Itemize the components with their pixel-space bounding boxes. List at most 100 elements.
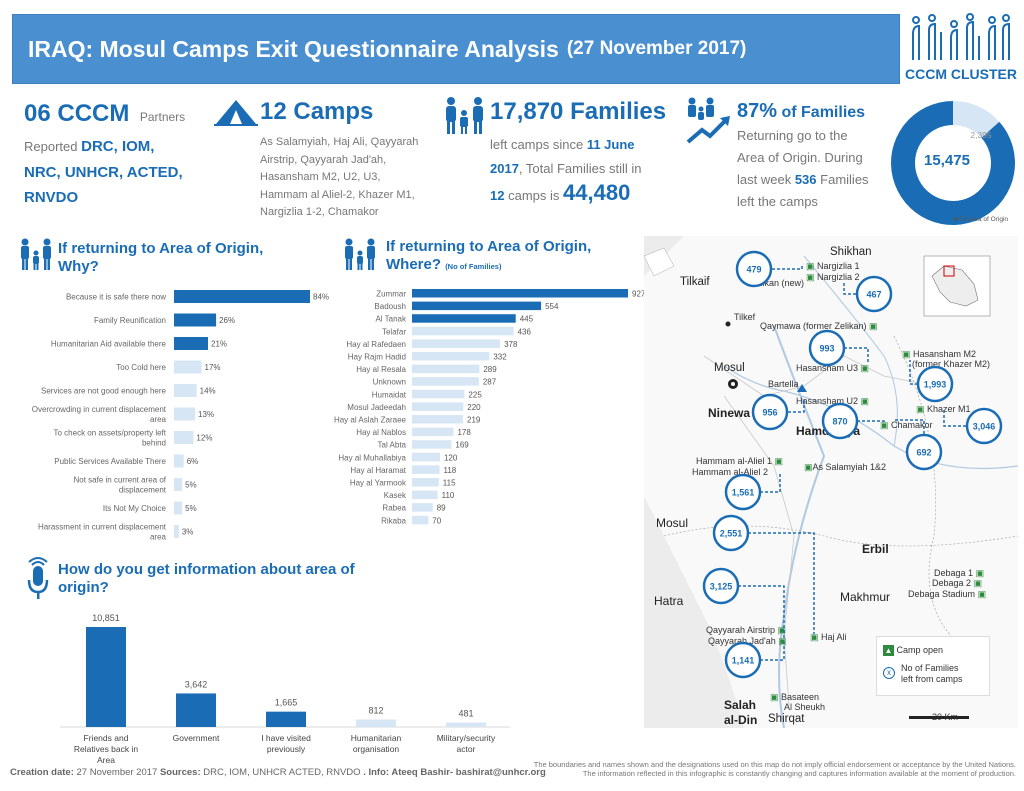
footer-info: . Info: Ateeq Bashir- bashirat@unhcr.org (363, 767, 546, 778)
where-category-label: Tal Abta (378, 441, 407, 450)
label-tilkaif: Tilkaif (680, 276, 710, 288)
camps-list-2: Airstrip, Qayyarah Jad'ah, (260, 153, 387, 166)
camp-nargizlia2: ▣ Nargizlia 2 (806, 272, 860, 282)
where-category-label: Zummar (376, 290, 406, 299)
where-bar (412, 326, 514, 336)
why-category-label: Family Reunification (94, 316, 166, 325)
where-bar (412, 515, 429, 525)
where-bar (412, 427, 454, 437)
camp-basateen: ▣ Basateen (770, 692, 820, 702)
where-category-label: Hay al Haramat (350, 466, 406, 475)
info-category-label: Humanitarian (351, 733, 402, 743)
map-bubble-label: 479 (746, 265, 761, 275)
page-title: IRAQ: Mosul Camps Exit Questionnaire Ana… (12, 14, 900, 84)
where-title: If returning to Area of Origin, Where? (… (386, 238, 591, 276)
partners-reported: Reported (24, 139, 78, 154)
info-bar (86, 627, 126, 727)
camp-hasansham-m2: ▣ Hasansham M2 (902, 349, 977, 359)
families-l3a: 12 (490, 188, 505, 203)
donut-legend: ■ To Area of Origin (953, 216, 1008, 223)
return-l3b: 536 (794, 172, 817, 187)
camp-hammam1: Hammam al-Aliel 1 ▣ (696, 456, 784, 466)
map-connector (909, 360, 918, 385)
why-category-label: Overcrowding in current displacement (32, 405, 167, 414)
family-icon (446, 97, 483, 134)
return-l3c: Families (820, 172, 869, 187)
map-bubble (724, 641, 762, 679)
return-l4: left the camps (737, 194, 818, 209)
where-value-label: 219 (467, 416, 481, 425)
map-bubble-label: 1,561 (732, 488, 755, 498)
title-banner (12, 14, 900, 84)
why-value-label: 13% (198, 410, 214, 419)
info-category-label: actor (457, 744, 476, 754)
info-category-label: Area (97, 755, 115, 765)
return-l3a: last week (737, 172, 792, 187)
footer-creation-date: 27 November 2017 (76, 767, 158, 778)
info-value-label: 3,642 (185, 679, 208, 689)
why-category-label: Humanitarian Aid available there (51, 340, 167, 349)
why-category-label: To check on assets/property left (54, 429, 167, 438)
title-text: IRAQ: Mosul Camps Exit Questionnaire Ana… (28, 35, 559, 62)
where-category-label: Hay Rajm Hadid (348, 353, 406, 362)
why-category-label: displacement (119, 486, 167, 495)
camp-hammam2: Hammam al-Aliel 2 (692, 467, 769, 477)
where-bar (412, 389, 465, 399)
cccm-cluster-logo (912, 13, 1010, 60)
why-bar (174, 478, 183, 491)
where-value-label: 169 (455, 441, 469, 450)
info-title: How do you get information about area of… (58, 561, 355, 597)
why-title-2: Why? (58, 258, 99, 275)
camp-debaga2: Debaga 2 ▣ (932, 578, 983, 588)
map-bubble (916, 365, 954, 403)
camp-debaga1: Debaga 1 ▣ (934, 568, 985, 578)
camp-zelikan: Zelikan (new) (750, 278, 805, 288)
why-value-label: 5% (185, 481, 197, 490)
why-category-label: Its Not My Choice (103, 504, 167, 513)
map-bubble-label: 1,993 (924, 380, 947, 390)
families-l3b: camps is (508, 188, 560, 203)
map-connector (844, 347, 869, 364)
info-category-label: Government (173, 733, 220, 743)
map-bubble (905, 433, 943, 471)
camps-map: Shikhan Tilkaif Tilkef Mosul Ninewa Hamd… (644, 236, 1018, 728)
label-makhmur: Makhmur (840, 590, 891, 604)
map-bubble-label: 692 (916, 448, 931, 458)
map-bubble-label: 467 (866, 290, 881, 300)
disclaimer: The boundaries and names shown and the d… (420, 760, 1016, 778)
camps-list-5: Nargizlia 1-2, Chamakor (260, 206, 379, 218)
why-category-label: Not safe in current area of (74, 476, 167, 485)
partners-label: Partners (139, 110, 186, 124)
why-value-label: 3% (182, 528, 194, 537)
map-connector (772, 266, 803, 270)
why-category-label: Services are not good enough here (41, 387, 167, 396)
where-bar (412, 478, 439, 487)
info-category-label: Friends and (84, 733, 129, 743)
info-bar (446, 722, 486, 727)
microphone-icon (27, 557, 49, 599)
why-value-label: 5% (185, 504, 197, 513)
map-bubble-label: 956 (762, 408, 777, 418)
return-of-families: of Families (781, 104, 866, 121)
camp-nargizlia1: ▣ Nargizlia 1 (806, 261, 860, 271)
where-category-label: Kasek (384, 491, 407, 500)
why-category-label: Too Cold here (116, 363, 166, 372)
where-category-label: Telafar (382, 327, 406, 336)
donut-main-label: 15,475 (924, 152, 970, 169)
legend-bubble-icon: x (883, 667, 895, 679)
footer-sources-label: Sources: (159, 767, 201, 778)
map-bubble-label: 3,046 (973, 422, 996, 432)
where-bar (412, 415, 464, 424)
where-category-label: Hay al Yarmook (350, 479, 407, 488)
map-background (644, 236, 1018, 728)
where-category-label: Rikaba (381, 516, 406, 525)
label-shirqat: Shirqat (768, 713, 805, 725)
where-value-label: 120 (444, 453, 458, 462)
where-bar (412, 301, 542, 311)
camp-haj-ali: ▣ Haj Ali (810, 632, 847, 642)
map-bubble (724, 473, 762, 511)
map-connector (857, 420, 885, 424)
map-bubble (965, 407, 1003, 445)
info-category-label: Relatives back in (74, 744, 139, 754)
